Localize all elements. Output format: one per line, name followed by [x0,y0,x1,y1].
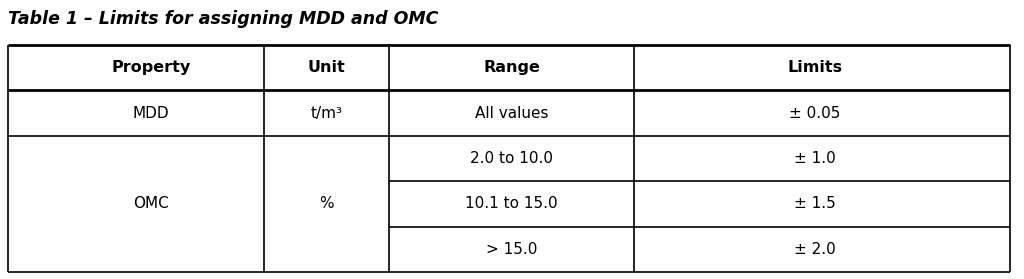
Text: Unit: Unit [307,60,345,75]
Text: ± 1.5: ± 1.5 [794,196,836,211]
Text: MDD: MDD [132,105,169,121]
Text: Limits: Limits [787,60,842,75]
Text: t/m³: t/m³ [310,105,342,121]
Text: 10.1 to 15.0: 10.1 to 15.0 [465,196,558,211]
Text: Property: Property [112,60,190,75]
Text: All values: All values [475,105,548,121]
Text: Table 1 – Limits for assigning MDD and OMC: Table 1 – Limits for assigning MDD and O… [8,10,438,28]
Text: ± 1.0: ± 1.0 [794,151,836,166]
Text: %: % [318,196,334,211]
Text: OMC: OMC [133,196,169,211]
Text: ± 0.05: ± 0.05 [788,105,841,121]
Text: Range: Range [483,60,540,75]
Text: 2.0 to 10.0: 2.0 to 10.0 [470,151,553,166]
Text: ± 2.0: ± 2.0 [794,242,836,257]
Text: > 15.0: > 15.0 [485,242,538,257]
